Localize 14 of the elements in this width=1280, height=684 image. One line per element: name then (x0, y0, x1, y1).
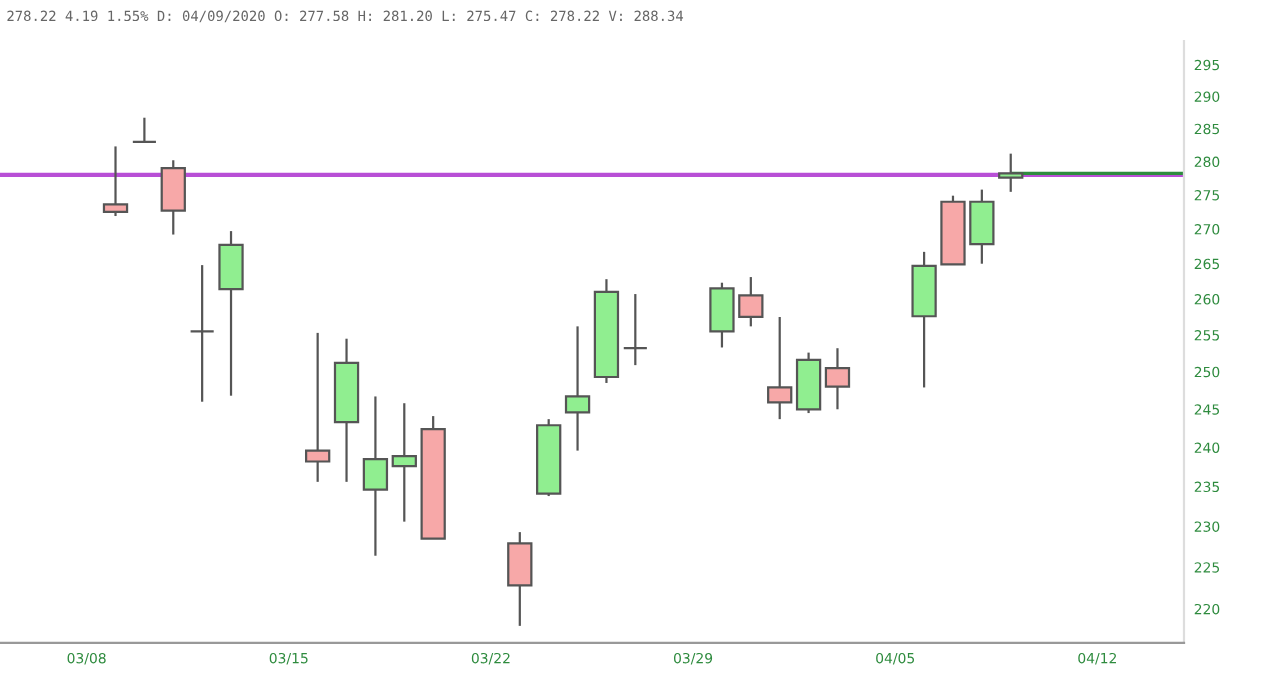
candlestick (391, 402, 417, 523)
candlestick (507, 531, 533, 627)
candlestick (131, 116, 158, 143)
candlestick (189, 264, 215, 403)
candlestick (218, 229, 244, 397)
candlestick (767, 315, 793, 421)
candlestick (998, 152, 1024, 193)
candlestick (362, 395, 389, 557)
candlestick (305, 331, 331, 483)
candlestick (622, 292, 648, 367)
candlestick (160, 159, 186, 236)
candlestick (102, 145, 129, 218)
candlestick (824, 347, 851, 411)
candlestick (564, 325, 591, 452)
